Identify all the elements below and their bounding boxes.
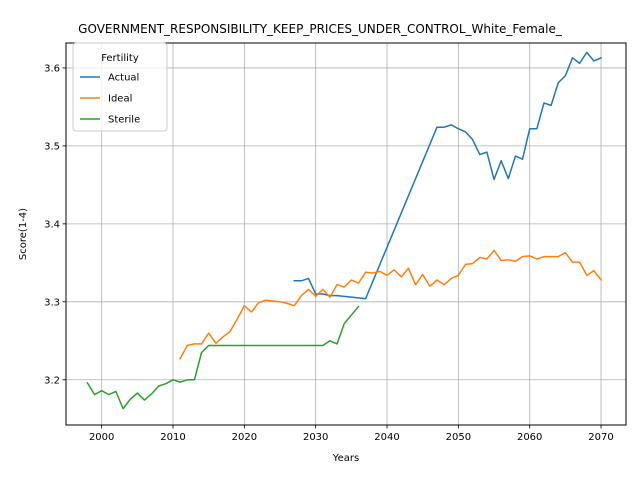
x-tick-label: 2020 (232, 432, 257, 443)
y-tick-label: 3.6 (44, 63, 60, 74)
y-tick-label: 3.5 (44, 141, 60, 152)
y-tick-label: 3.4 (44, 219, 60, 230)
x-axis-label: Years (332, 453, 359, 464)
x-tick-label: 2000 (89, 432, 114, 443)
chart-title: GOVERNMENT_RESPONSIBILITY_KEEP_PRICES_UN… (78, 22, 563, 36)
legend-label-ideal: Ideal (108, 94, 132, 105)
x-tick-label: 2060 (517, 432, 542, 443)
x-tick-label: 2030 (303, 432, 328, 443)
x-axis-ticks: 2000 2010 2020 2030 2040 2050 2060 2070 (89, 425, 614, 443)
series-line-ideal (179, 249, 603, 360)
x-tick-label: 2040 (374, 432, 399, 443)
legend-box (72, 42, 168, 132)
series-line-actual (293, 51, 603, 300)
legend: Fertility Actual Ideal Sterile (72, 42, 168, 132)
legend-title: Fertility (101, 53, 139, 64)
y-axis-ticks: 3.2 3.3 3.4 3.5 3.6 (44, 63, 66, 386)
x-tick-label: 2010 (160, 432, 185, 443)
x-tick-label: 2070 (588, 432, 613, 443)
series-line-sterile (86, 305, 360, 410)
plot-frame (65, 42, 627, 426)
y-tick-label: 3.3 (44, 297, 60, 308)
legend-label-actual: Actual (108, 73, 139, 84)
y-axis-label: Score(1-4) (18, 208, 29, 260)
series-lines (86, 51, 603, 410)
y-tick-label: 3.2 (44, 375, 60, 386)
legend-label-sterile: Sterile (108, 115, 140, 126)
grid (66, 43, 626, 425)
x-tick-label: 2050 (446, 432, 471, 443)
